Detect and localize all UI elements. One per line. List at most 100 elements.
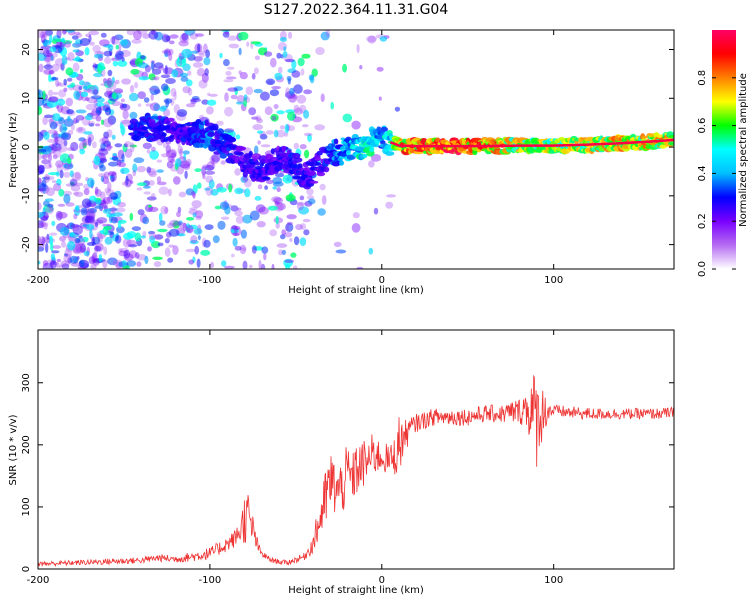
spectrogram-speckle: [65, 30, 75, 33]
spectrogram-speckle: [38, 63, 44, 73]
spectrogram-speckle: [179, 72, 189, 78]
spectrogram-speckle: [236, 101, 244, 105]
spectrogram-speckle: [65, 183, 77, 187]
spectrogram-speckle: [52, 113, 61, 122]
spectrogram-speckle: [289, 87, 295, 96]
spectrogram-speckle: [115, 50, 124, 60]
spectrogram-speckle: [164, 247, 171, 258]
spectrogram-speckle: [296, 202, 307, 206]
spectrogram-frame: [37, 29, 675, 270]
snr-frame: [37, 329, 675, 570]
spectrogram-speckle: [148, 231, 157, 240]
spectrogram-speckle: [234, 245, 242, 251]
spectrogram-speckle: [192, 212, 197, 218]
spectrogram-speckle: [55, 210, 63, 221]
spectrogram-speckle: [169, 34, 179, 39]
spectrogram-speckle: [137, 91, 146, 99]
spectrogram-speckle: [117, 248, 123, 253]
spectrogram-speckle: [293, 236, 300, 246]
spectrogram-speckle: [46, 187, 55, 197]
y-tick-label: -10: [21, 188, 32, 204]
spectrogram-speckle: [285, 222, 294, 232]
spectrogram-speckle: [274, 201, 280, 205]
spectrogram-speckle: [160, 153, 171, 158]
spectrogram-speckle: [236, 95, 245, 104]
spectrogram-speckle: [96, 217, 108, 224]
spectrogram-speckle: [285, 225, 290, 232]
spectrogram-speckle: [142, 216, 150, 225]
spectrogram-speckle: [99, 164, 106, 172]
spectrogram-speckle: [177, 233, 186, 237]
spectrogram-ridge-cell: [167, 117, 175, 122]
spectrogram-ridge-cell: [323, 166, 330, 173]
spectrogram-speckle: [41, 159, 50, 165]
spectrogram-speckle: [73, 117, 78, 124]
spectrogram-speckle: [154, 234, 164, 240]
spectrogram-speckle: [92, 89, 99, 96]
spectrogram-speckle: [194, 245, 199, 255]
spectrogram-speckle: [148, 73, 156, 81]
spectrogram-speckle: [160, 74, 171, 79]
spectrogram-speckle: [159, 107, 167, 112]
spectrogram-speckle: [295, 224, 303, 231]
x-tick-label: -100: [199, 275, 222, 286]
spectrogram-speckle: [123, 143, 128, 148]
spectrogram-speckle: [136, 30, 148, 35]
spectrogram-speckle: [285, 264, 291, 269]
spectrogram-speckle: [70, 141, 79, 152]
spectrogram-speckle: [308, 74, 314, 81]
spectrogram-speckle: [153, 76, 160, 81]
spectrogram-speckle: [165, 149, 177, 159]
spectrogram-speckle: [186, 79, 193, 87]
spectrogram-speckle: [167, 156, 175, 163]
spectrogram-marks: [38, 30, 674, 269]
spectrogram-speckle: [82, 139, 87, 148]
spectrogram-speckle: [276, 243, 288, 248]
spectrogram-speckle: [52, 154, 58, 160]
spectrogram-speckle: [143, 191, 151, 195]
spectrogram-speckle: [89, 41, 95, 46]
spectrogram-speckle: [320, 31, 330, 41]
spectrogram-speckle: [55, 78, 59, 88]
spectrogram-speckle: [59, 64, 63, 70]
spectrogram-speckle: [48, 96, 59, 103]
spectrogram-speckle: [302, 124, 309, 128]
spectrogram-speckle: [81, 236, 89, 243]
spectrogram-speckle: [368, 247, 374, 255]
spectrogram-speckle: [38, 52, 47, 61]
y-tick-label: 300: [21, 373, 32, 392]
spectrogram-speckle: [75, 119, 80, 124]
spectrogram-speckle: [272, 181, 284, 187]
spectrogram-ridge-cell: [227, 136, 236, 142]
spectrogram-speckle: [51, 143, 62, 152]
spectrogram-speckle: [51, 180, 57, 184]
spectrogram-speckle: [261, 246, 269, 254]
spectrogram-speckle: [271, 115, 277, 121]
spectrogram-speckle: [201, 99, 209, 105]
spectrogram-speckle: [286, 75, 292, 82]
spectrogram-speckle: [56, 211, 68, 219]
spectrogram-speckle: [131, 226, 141, 232]
spectrogram-speckle: [170, 152, 177, 158]
figure-title: S127.2022.364.11.31.G04: [264, 2, 449, 18]
spectrogram-speckle: [148, 30, 159, 40]
spectrogram-speckle: [173, 91, 177, 101]
spectrogram-speckle: [315, 47, 325, 55]
spectrogram-speckle: [41, 30, 53, 37]
spectrogram-speckle: [150, 93, 154, 101]
spectrogram-speckle: [56, 144, 68, 153]
spectrogram-speckle: [204, 170, 216, 175]
spectrogram-speckle: [183, 153, 187, 161]
spectrogram-speckle: [38, 246, 45, 252]
spectrogram-speckle: [72, 191, 79, 196]
spectrogram-speckle: [52, 91, 59, 96]
spectrogram-speckle: [221, 260, 227, 267]
spectrogram-speckle: [116, 226, 125, 234]
spectrogram-speckle: [128, 244, 138, 248]
spectrogram-speckle: [47, 138, 56, 143]
spectrogram-speckle: [102, 176, 110, 185]
spectrogram-ridge-cell: [211, 123, 219, 131]
spectrogram-speckle: [150, 193, 156, 199]
spectrogram-speckle: [101, 119, 105, 125]
